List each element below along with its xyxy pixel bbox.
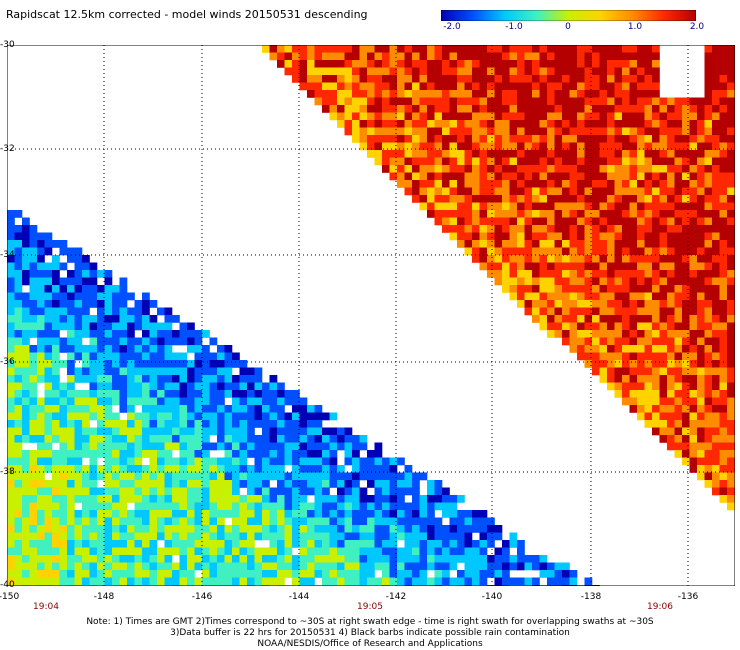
lat-tick-36: -36 — [0, 357, 15, 367]
lat-tick-30: -30 — [0, 40, 15, 50]
lat-tick-38: -38 — [0, 467, 15, 477]
lon-tick-150: -150 — [0, 592, 20, 602]
footnote-line-1: Note: 1) Times are GMT 2)Times correspon… — [86, 617, 654, 627]
lat-tick-34: -34 — [0, 250, 15, 260]
lon-tick-148: -148 — [93, 592, 115, 602]
footnote-line-2: 3)Data buffer is 22 hrs for 20150531 4) … — [170, 628, 570, 638]
time-label-start: 19:04 — [33, 602, 59, 612]
lat-lon-grid — [7, 45, 735, 586]
wind-difference-map — [7, 45, 735, 586]
colorbar-label-zero: 0 — [565, 22, 571, 32]
lat-tick-32: -32 — [0, 144, 15, 154]
lon-tick-144: -144 — [288, 592, 310, 602]
lat-tick-40: -40 — [0, 580, 15, 590]
colorbar-label-neg1: -1.0 — [505, 22, 523, 32]
colorbar-label-max: 2.0 — [689, 22, 705, 32]
lon-tick-146: -146 — [191, 592, 213, 602]
time-label-end: 19:06 — [647, 602, 673, 612]
lon-tick-140: -140 — [481, 592, 503, 602]
time-label-mid: 19:05 — [357, 602, 383, 612]
footnote-credit: NOAA/NESDIS/Office of Research and Appli… — [257, 639, 483, 649]
colorbar-label-pos1: 1.0 — [627, 22, 643, 32]
lon-tick-138: -138 — [580, 592, 602, 602]
colorbar-label-min: -2.0 — [443, 22, 461, 32]
lon-tick-142: -142 — [385, 592, 407, 602]
chart-title: Rapidscat 12.5km corrected - model winds… — [6, 8, 368, 21]
lon-tick-136: -136 — [677, 592, 699, 602]
colorbar — [441, 10, 696, 21]
swath-cells — [7, 45, 735, 586]
